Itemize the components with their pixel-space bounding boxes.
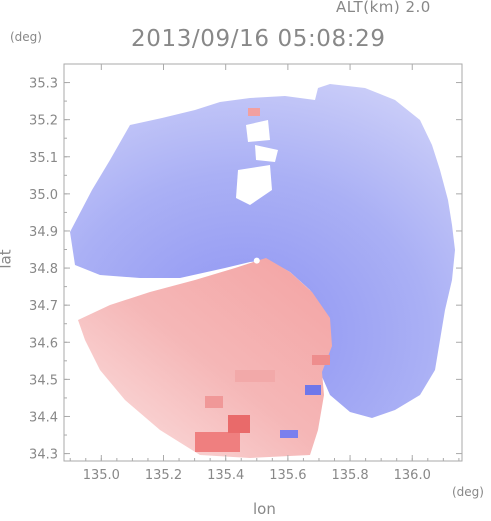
clutter-blob: [246, 120, 270, 142]
y-tick-label: 34.5: [29, 373, 58, 388]
y-axis-ticks: 34.3 34.4 34.5 34.6 34.7 34.8 34.9 35.0 35.1 35.2…: [29, 63, 462, 463]
y-tick-label: 34.4: [29, 410, 58, 425]
y-tick-label: 35.3: [29, 77, 58, 92]
receding-cell: [248, 108, 260, 116]
receding-cell: [205, 396, 223, 408]
clutter-blob: [255, 145, 278, 162]
x-axis-unit: (deg): [452, 485, 484, 499]
x-tick-label: 135.6: [269, 468, 306, 483]
radar-echo-field: [70, 84, 455, 458]
y-tick-label: 34.8: [29, 262, 58, 277]
y-tick-label: 34.3: [29, 448, 58, 463]
y-axis-unit: (deg): [10, 30, 42, 44]
plot-frame: [63, 63, 463, 462]
radar-site-marker: [253, 257, 260, 264]
y-tick-label: 35.1: [29, 151, 58, 166]
timestamp-title: 2013/09/16 05:08:29: [131, 26, 386, 52]
approaching-velocity-region: [70, 84, 455, 418]
receding-velocity-region: [78, 258, 332, 458]
receding-cell: [228, 415, 250, 433]
clutter-blob: [236, 165, 272, 205]
receding-cell: [235, 370, 275, 382]
x-tick-label: 135.0: [83, 468, 120, 483]
x-axis-label: lon: [253, 500, 276, 518]
y-tick-label: 34.7: [29, 299, 58, 314]
approaching-cell: [280, 430, 298, 438]
x-tick-label: 135.4: [207, 468, 244, 483]
y-tick-label: 35.2: [29, 114, 58, 129]
x-tick-label: 135.2: [145, 468, 182, 483]
x-tick-label: 136.0: [394, 468, 431, 483]
y-tick-label: 34.6: [29, 336, 58, 351]
x-tick-label: 135.8: [331, 468, 368, 483]
x-axis-ticks: 135.0 135.2 135.4 135.6 135.8 136.0: [69, 64, 460, 483]
approaching-cell: [305, 385, 321, 395]
altitude-label: ALT(km) 2.0: [336, 0, 431, 16]
y-tick-label: 34.9: [29, 225, 58, 240]
y-tick-label: 35.0: [29, 188, 58, 203]
receding-cell: [312, 355, 330, 365]
receding-cell: [195, 432, 240, 452]
